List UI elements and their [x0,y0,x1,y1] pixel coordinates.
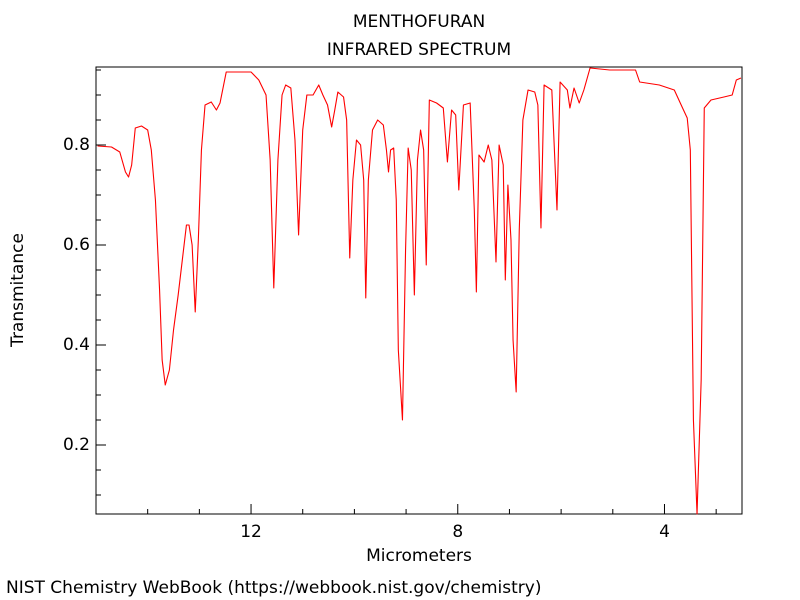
x-axis-label: Micrometers [366,546,472,566]
y-tick-label: 0.6 [63,235,90,255]
plot-frame [95,66,743,515]
chart-subtitle: INFRARED SPECTRUM [327,40,511,60]
y-tick-label: 0.4 [63,335,90,355]
chart-title: MENTHOFURAN [353,12,485,32]
y-tick-label: 0.8 [63,135,90,155]
y-tick-label: 0.2 [63,435,90,455]
x-tick-label: 12 [240,522,262,542]
spectrum-line [97,67,742,515]
x-tick-label: 8 [452,522,463,542]
footer: NIST Chemistry WebBook (https://webbook.… [6,578,541,598]
x-tick-label: 4 [659,522,670,542]
y-axis-label: Transmitance [8,233,28,348]
